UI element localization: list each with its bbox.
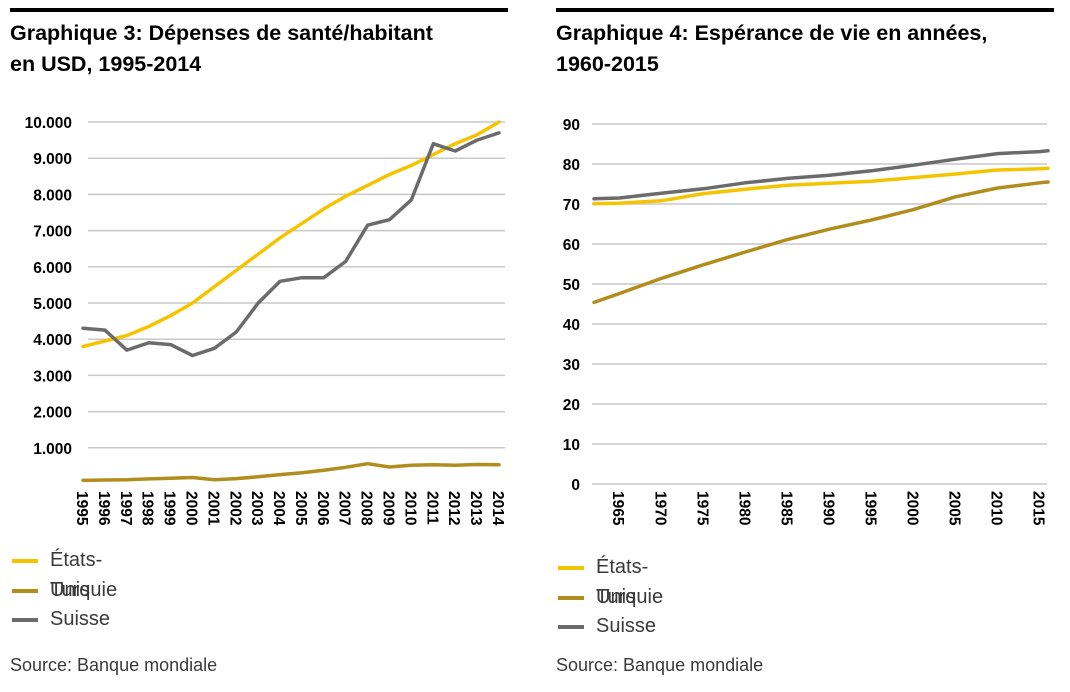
legend-swatch-etats-unis xyxy=(558,566,584,570)
legend-swatch-suisse xyxy=(12,618,38,622)
x-tick-label: 1997 xyxy=(117,491,134,525)
x-tick-label: 1996 xyxy=(95,491,112,526)
x-tick-label: 2015 xyxy=(1030,491,1047,526)
title-rule xyxy=(556,8,1054,12)
legend-swatch-etats-unis xyxy=(12,559,38,563)
x-tick-label: 2004 xyxy=(270,491,287,526)
x-tick-label: 2001 xyxy=(204,491,221,526)
legend-label: États-Unis xyxy=(596,556,649,608)
y-tick-label: 50 xyxy=(563,277,580,294)
legend-label: Suisse xyxy=(50,608,111,630)
y-tick-label: 80 xyxy=(563,157,580,174)
x-tick-label: 2002 xyxy=(226,491,243,525)
y-tick-label: 60 xyxy=(563,237,580,254)
y-tick-label: 3.000 xyxy=(33,368,72,385)
x-tick-label: 1965 xyxy=(609,491,626,526)
x-tick-label: 2014 xyxy=(489,491,506,526)
x-tick-label: 2010 xyxy=(988,491,1005,525)
y-tick-label: 20 xyxy=(563,397,580,414)
y-tick-label: 70 xyxy=(563,197,580,214)
x-tick-label: 2003 xyxy=(248,491,265,526)
y-tick-label: 30 xyxy=(563,357,580,374)
x-tick-label: 2011 xyxy=(423,491,440,525)
x-tick-label: 1970 xyxy=(651,491,668,525)
chart-title-line-2: 1960-2015 xyxy=(556,52,659,76)
x-tick-label: 2010 xyxy=(401,491,418,525)
chart-title-line-2: en USD, 1995-2014 xyxy=(10,52,202,76)
legend-swatch-turquie xyxy=(12,588,38,593)
series-line-turquie xyxy=(592,180,1050,305)
y-tick-label: 90 xyxy=(563,117,580,134)
chart-title-line-1: Graphique 3: Dépenses de santé/habitant xyxy=(10,21,433,45)
x-tick-label: 1995 xyxy=(73,491,90,526)
y-tick-label: 40 xyxy=(563,317,580,334)
x-tick-label: 1990 xyxy=(819,491,836,525)
x-tick-label: 2013 xyxy=(467,491,484,526)
x-tick-label: 2012 xyxy=(445,491,462,525)
x-tick-label: 1980 xyxy=(735,491,752,525)
source-note: Source: Banque mondiale xyxy=(10,655,218,675)
y-tick-label: 2.000 xyxy=(33,405,72,422)
x-tick-label: 2000 xyxy=(903,491,920,525)
y-tick-label: 1.000 xyxy=(33,441,72,458)
series-line-turquie xyxy=(81,461,501,483)
legend-label: Turquie xyxy=(596,585,664,608)
legend-label: Turquie xyxy=(50,578,118,601)
y-tick-label: 5.000 xyxy=(33,296,72,313)
chart-title: Graphique 4: Espérance de vie en années,… xyxy=(556,18,1056,80)
title-rule xyxy=(10,8,508,12)
series-line-etats-unis xyxy=(592,166,1050,206)
chart-panel-health-spending: Graphique 3: Dépenses de santé/habitant … xyxy=(10,0,510,692)
chart-title-line-1: Graphique 4: Espérance de vie en années, xyxy=(556,21,988,45)
x-tick-label: 2009 xyxy=(380,491,397,526)
y-tick-label: 0 xyxy=(571,477,580,494)
legend-label: États-Unis xyxy=(50,549,103,601)
x-tick-label: 1998 xyxy=(139,491,156,526)
y-tick-label: 9.000 xyxy=(33,151,72,168)
life-expectancy-chart: 0 10 20 30 40 50 60 70 80 90 1965 1970 1975 1980 1985 1… xyxy=(563,117,1050,526)
y-tick-label: 10.000 xyxy=(25,115,72,132)
x-tick-label: 2000 xyxy=(182,491,199,525)
x-tick-label: 2006 xyxy=(314,491,331,526)
y-tick-label: 10 xyxy=(563,437,580,454)
x-tick-label: 2007 xyxy=(336,491,353,525)
series-line-suisse xyxy=(81,131,501,358)
y-tick-label: 4.000 xyxy=(33,332,72,349)
legend-swatch-suisse xyxy=(558,625,584,629)
source-note: Source: Banque mondiale xyxy=(556,655,764,675)
health-spending-chart: 1.000 2.000 3.000 4.000 5.000 6.000 7.000 8.000… xyxy=(25,115,506,526)
x-tick-label: 1995 xyxy=(861,491,878,526)
x-tick-label: 1985 xyxy=(777,491,794,526)
legend-label: Suisse xyxy=(596,615,657,637)
chart-title: Graphique 3: Dépenses de santé/habitant … xyxy=(10,18,510,80)
y-tick-label: 7.000 xyxy=(33,224,72,241)
chart-panel-life-expectancy: Graphique 4: Espérance de vie en années,… xyxy=(556,0,1056,692)
y-tick-label: 6.000 xyxy=(33,260,72,277)
x-tick-label: 1999 xyxy=(161,491,178,526)
y-tick-label: 8.000 xyxy=(33,187,72,204)
x-tick-label: 1975 xyxy=(693,491,710,526)
series-line-suisse xyxy=(592,149,1050,201)
x-tick-label: 2005 xyxy=(292,491,309,526)
series-line-etats-unis xyxy=(81,120,501,349)
x-tick-label: 2008 xyxy=(358,491,375,526)
legend-swatch-turquie xyxy=(558,595,584,600)
x-tick-label: 2005 xyxy=(946,491,963,526)
